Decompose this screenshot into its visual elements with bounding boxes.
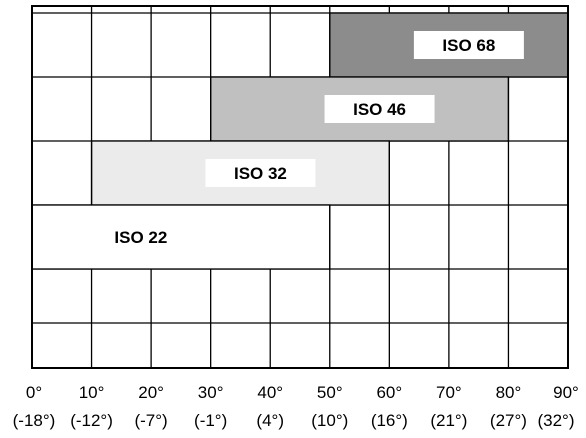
tick-sublabel-80: (27°) bbox=[490, 411, 527, 430]
tick-sublabel-40: (4°) bbox=[256, 411, 284, 430]
bar-label-box-iso-68 bbox=[413, 31, 524, 59]
tick-sublabel-0: (-18°) bbox=[13, 411, 56, 430]
bar-labels: ISO 68 ISO 46 ISO 32 ISO 22 bbox=[85, 31, 524, 251]
tick-label-20: 20° bbox=[138, 383, 164, 402]
tick-label-80: 80° bbox=[496, 383, 522, 402]
plot-border bbox=[31, 5, 569, 369]
tick-label-70: 70° bbox=[436, 383, 462, 402]
tick-sublabel-60: (16°) bbox=[371, 411, 408, 430]
tick-sublabel-20: (-7°) bbox=[134, 411, 167, 430]
tick-sublabel-10: (-12°) bbox=[70, 411, 113, 430]
bar-label-iso-68: ISO 68 bbox=[442, 36, 495, 55]
grid-lines bbox=[90, 6, 510, 368]
bar-label-iso-32: ISO 32 bbox=[234, 164, 287, 183]
bar-label-iso-46: ISO 46 bbox=[353, 100, 406, 119]
tick-label-0: 0° bbox=[26, 383, 42, 402]
bar-label-iso-22: ISO 22 bbox=[114, 228, 167, 247]
bar-label-box-iso-22 bbox=[85, 223, 196, 251]
bar-label-box-iso-46 bbox=[324, 95, 435, 123]
tick-label-90: 90° bbox=[553, 383, 579, 402]
tick-sublabel-70: (21°) bbox=[430, 411, 467, 430]
tick-label-30: 30° bbox=[198, 383, 224, 402]
tick-sublabel-50: (10°) bbox=[311, 411, 348, 430]
tick-label-40: 40° bbox=[257, 383, 283, 402]
tick-label-60: 60° bbox=[376, 383, 402, 402]
tick-sublabel-30: (-1°) bbox=[194, 411, 227, 430]
tick-label-50: 50° bbox=[317, 383, 343, 402]
bar-label-box-iso-32 bbox=[205, 159, 316, 187]
tick-label-10: 10° bbox=[79, 383, 105, 402]
x-axis-ticks: 0° (-18°) 10° (-12°) 20° (-7°) 30° (-1°) 40° (4°)… bbox=[13, 383, 579, 430]
tick-sublabel-90: (32°) bbox=[537, 411, 574, 430]
